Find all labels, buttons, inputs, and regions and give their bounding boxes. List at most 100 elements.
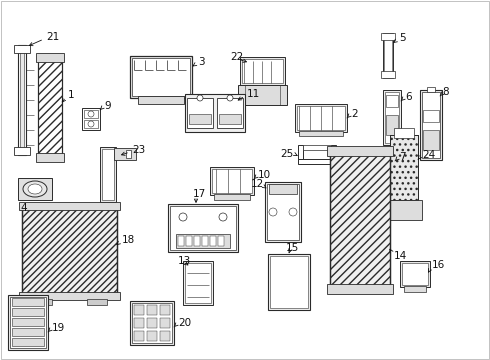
Bar	[187, 98, 213, 128]
Bar	[134, 305, 144, 315]
Text: 3: 3	[198, 57, 205, 67]
Circle shape	[289, 208, 297, 216]
Ellipse shape	[28, 184, 42, 194]
Bar	[383, 90, 401, 145]
Text: 10: 10	[258, 170, 271, 180]
Bar	[404, 286, 426, 292]
Text: 14: 14	[394, 251, 407, 261]
Text: 8: 8	[442, 87, 449, 97]
Bar	[84, 110, 98, 118]
Bar	[18, 178, 52, 200]
Text: 7: 7	[399, 152, 406, 162]
Text: 20: 20	[178, 318, 191, 328]
Bar	[185, 263, 211, 303]
Bar	[102, 149, 114, 200]
Bar	[327, 284, 393, 294]
Bar	[331, 145, 336, 159]
Bar	[423, 110, 439, 122]
Text: 4: 4	[20, 203, 26, 213]
Bar	[14, 147, 30, 155]
Text: 22: 22	[230, 52, 243, 62]
Text: 23: 23	[132, 145, 145, 155]
Bar	[130, 56, 192, 98]
Bar	[10, 297, 46, 348]
Bar	[84, 120, 98, 128]
Bar	[327, 146, 393, 156]
Bar	[210, 236, 216, 246]
Circle shape	[227, 95, 233, 101]
Text: 1: 1	[68, 90, 74, 100]
Bar	[330, 153, 390, 288]
Ellipse shape	[23, 181, 47, 197]
Bar	[386, 115, 398, 135]
Bar	[178, 236, 184, 246]
Bar	[160, 305, 170, 315]
Bar	[82, 108, 100, 130]
Bar	[217, 98, 243, 128]
Bar	[14, 45, 30, 53]
Text: 19: 19	[52, 323, 65, 333]
Circle shape	[179, 213, 187, 221]
Bar	[299, 131, 343, 136]
Bar	[12, 338, 44, 346]
Text: 2: 2	[351, 109, 358, 119]
Bar	[423, 130, 439, 150]
Bar	[194, 236, 200, 246]
Bar	[400, 261, 430, 287]
Bar	[38, 55, 62, 160]
Bar	[386, 200, 422, 220]
Bar	[202, 236, 208, 246]
Bar	[189, 114, 211, 124]
Bar	[381, 33, 395, 40]
Bar	[147, 318, 157, 328]
Bar	[270, 256, 308, 308]
Bar	[422, 92, 440, 158]
Bar	[19, 292, 120, 300]
Bar	[402, 263, 428, 285]
Text: 21: 21	[46, 32, 59, 42]
Bar	[22, 207, 117, 295]
Text: 5: 5	[399, 33, 406, 43]
Text: 12: 12	[251, 179, 264, 189]
Bar	[390, 135, 418, 200]
Bar	[390, 135, 418, 200]
Bar	[19, 202, 120, 210]
Bar	[168, 204, 238, 252]
Bar	[134, 331, 144, 341]
Bar	[12, 328, 44, 336]
Bar	[298, 145, 303, 159]
Bar	[12, 308, 44, 316]
Bar	[298, 159, 336, 164]
Bar	[134, 318, 144, 328]
Bar	[240, 57, 285, 85]
Bar	[183, 261, 213, 305]
Bar	[218, 236, 224, 246]
Bar	[214, 194, 250, 200]
Bar	[383, 150, 395, 185]
Text: 11: 11	[247, 89, 260, 99]
Bar	[138, 96, 184, 104]
Bar	[130, 301, 174, 345]
Bar	[8, 295, 48, 350]
Bar	[268, 254, 310, 310]
Bar	[186, 236, 192, 246]
Text: 6: 6	[405, 92, 412, 102]
Bar	[126, 150, 131, 158]
Bar	[242, 59, 283, 83]
Bar	[385, 92, 399, 143]
Circle shape	[197, 95, 203, 101]
Bar	[147, 305, 157, 315]
Bar	[394, 128, 414, 138]
Bar	[267, 184, 299, 240]
Text: 25: 25	[280, 149, 293, 159]
Bar	[265, 182, 301, 242]
Bar	[147, 331, 157, 341]
Bar	[176, 234, 230, 248]
Bar	[212, 169, 252, 193]
Circle shape	[88, 121, 94, 127]
Text: 18: 18	[122, 235, 135, 245]
Bar	[420, 90, 442, 160]
Bar	[170, 206, 236, 250]
Bar	[219, 114, 241, 124]
Bar	[303, 145, 331, 150]
